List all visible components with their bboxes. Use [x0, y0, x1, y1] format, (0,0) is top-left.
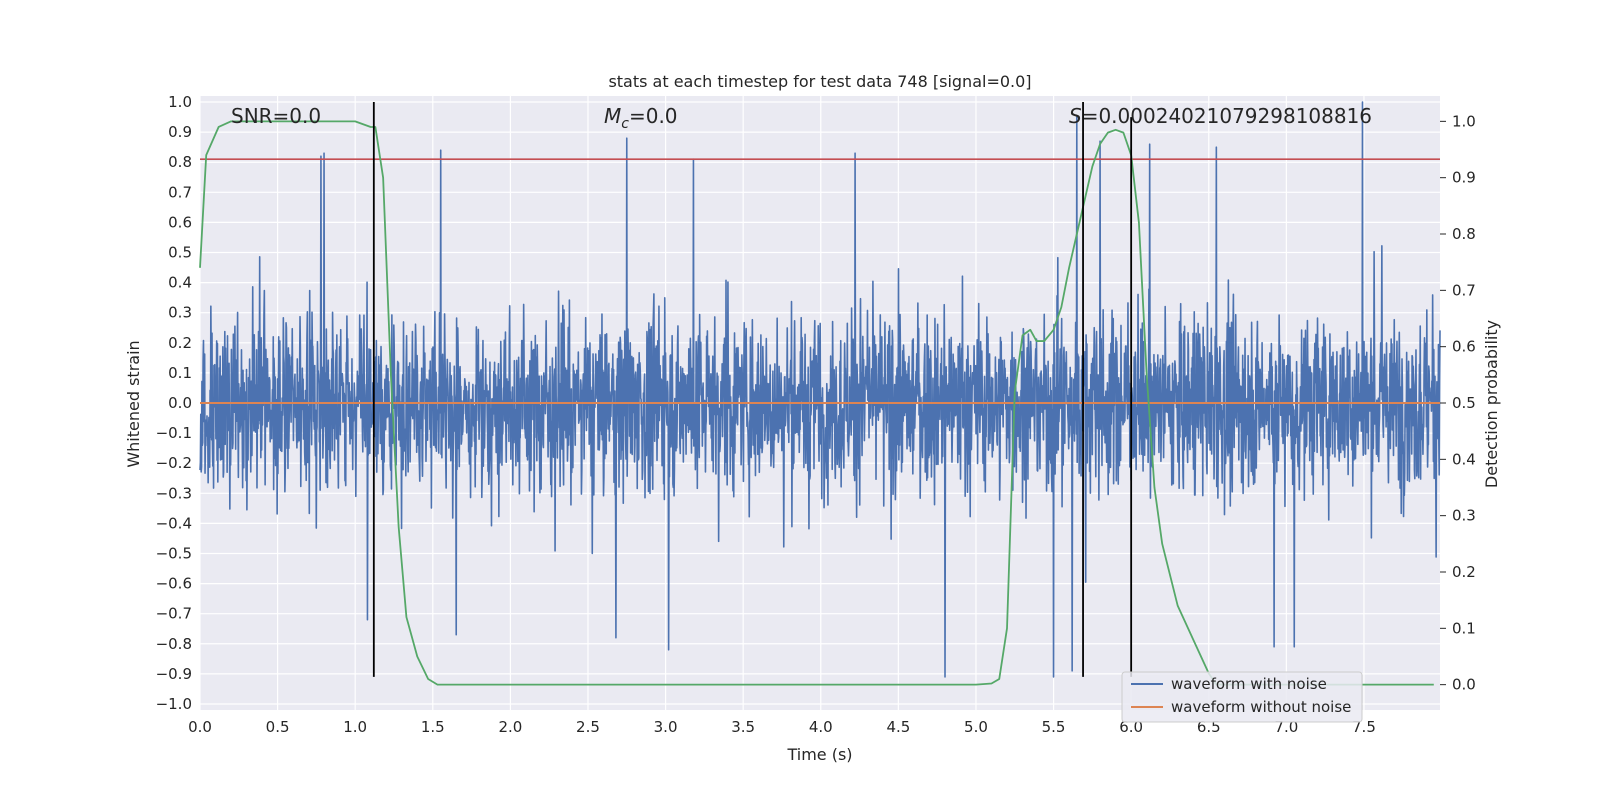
legend-box	[1121, 671, 1363, 723]
score-value: =0.00024021079298108816	[1082, 104, 1372, 128]
y2-tick-label: 0.2	[1452, 563, 1476, 581]
snr-annotation: SNR=0.0	[231, 104, 321, 128]
x-tick-label: 4.5	[886, 718, 910, 736]
chart-title: stats at each timestep for test data 748…	[608, 72, 1031, 91]
x-tick-label: 1.0	[343, 718, 367, 736]
y2-tick-label: 0.6	[1452, 338, 1476, 356]
y-tick-label: 0.9	[168, 123, 192, 141]
y-tick-label: 0.7	[168, 183, 192, 201]
series-waveform-with-noise	[199, 101, 1441, 678]
x-tick-label: 3.5	[731, 718, 755, 736]
x-axis-label: Time (s)	[786, 745, 852, 764]
overlay-lines	[199, 102, 1440, 686]
y-tick-label: 0.2	[168, 334, 192, 352]
x-tick-label: 3.0	[654, 718, 678, 736]
y-tick-label: 1.0	[168, 93, 192, 111]
x-tick-label: 4.0	[809, 718, 833, 736]
legend-label-noise: waveform with noise	[1171, 675, 1327, 693]
x-tick-label: 5.0	[964, 718, 988, 736]
y2-tick-label: 0.5	[1452, 394, 1476, 412]
y2-tick-label: 0.7	[1452, 281, 1476, 299]
y2-axis-label: Detection probability	[1482, 320, 1501, 488]
chirp-mass-symbol: M	[604, 104, 621, 128]
y2-axis-ticks: 0.0 0.1 0.2 0.3 0.4 0.5 0.6 0.7 0.8 0.9 1.0	[1440, 112, 1476, 694]
y-tick-label: −0.4	[156, 514, 192, 532]
y2-tick-label: 0.0	[1452, 676, 1476, 694]
y-tick-label: −0.7	[156, 605, 192, 623]
x-tick-label: 1.5	[421, 718, 445, 736]
y-tick-label: −0.3	[156, 484, 192, 502]
y2-tick-label: 0.9	[1452, 169, 1476, 187]
chirp-mass-subscript: c	[621, 116, 629, 132]
score-symbol: S	[1069, 104, 1082, 128]
y2-tick-label: 0.3	[1452, 507, 1476, 525]
y-tick-label: −0.8	[156, 635, 192, 653]
y-tick-label: −0.9	[156, 665, 192, 683]
y-tick-label: 0.1	[168, 364, 192, 382]
y-tick-label: 0.6	[168, 213, 192, 231]
y-tick-label: −0.2	[156, 454, 192, 472]
y-tick-label: 0.5	[168, 244, 192, 262]
chirp-mass-value: =0.0	[629, 104, 678, 128]
y2-tick-label: 0.1	[1452, 619, 1476, 637]
y-tick-label: 0.8	[168, 153, 192, 171]
legend: waveform with noise waveform without noi…	[1121, 671, 1363, 723]
y2-tick-label: 0.4	[1452, 450, 1476, 468]
x-tick-label: 0.5	[266, 718, 290, 736]
y-tick-label: 0.4	[168, 274, 192, 292]
y-tick-label: −0.6	[156, 575, 192, 593]
y-tick-label: −1.0	[156, 695, 192, 713]
y-axis-label: Whitened strain	[124, 340, 143, 467]
chirp-mass-annotation: Mc=0.0	[604, 104, 678, 132]
y2-tick-label: 0.8	[1452, 225, 1476, 243]
score-annotation: S=0.00024021079298108816	[1069, 104, 1372, 128]
x-tick-label: 2.0	[498, 718, 522, 736]
y2-tick-label: 1.0	[1452, 112, 1476, 130]
x-tick-label: 5.5	[1042, 718, 1066, 736]
x-tick-label: 2.5	[576, 718, 600, 736]
y-tick-label: 0.3	[168, 304, 192, 322]
y-axis-ticks: −1.0 −0.9 −0.8 −0.7 −0.6 −0.5 −0.4 −0.3 −0.2 −0.1…	[156, 93, 192, 713]
legend-label-clean: waveform without noise	[1171, 698, 1351, 716]
y-tick-label: 0.0	[168, 394, 192, 412]
y-tick-label: −0.1	[156, 424, 192, 442]
noise-waveform-line	[199, 101, 1441, 678]
y-tick-label: −0.5	[156, 544, 192, 562]
x-tick-label: 0.0	[188, 718, 212, 736]
